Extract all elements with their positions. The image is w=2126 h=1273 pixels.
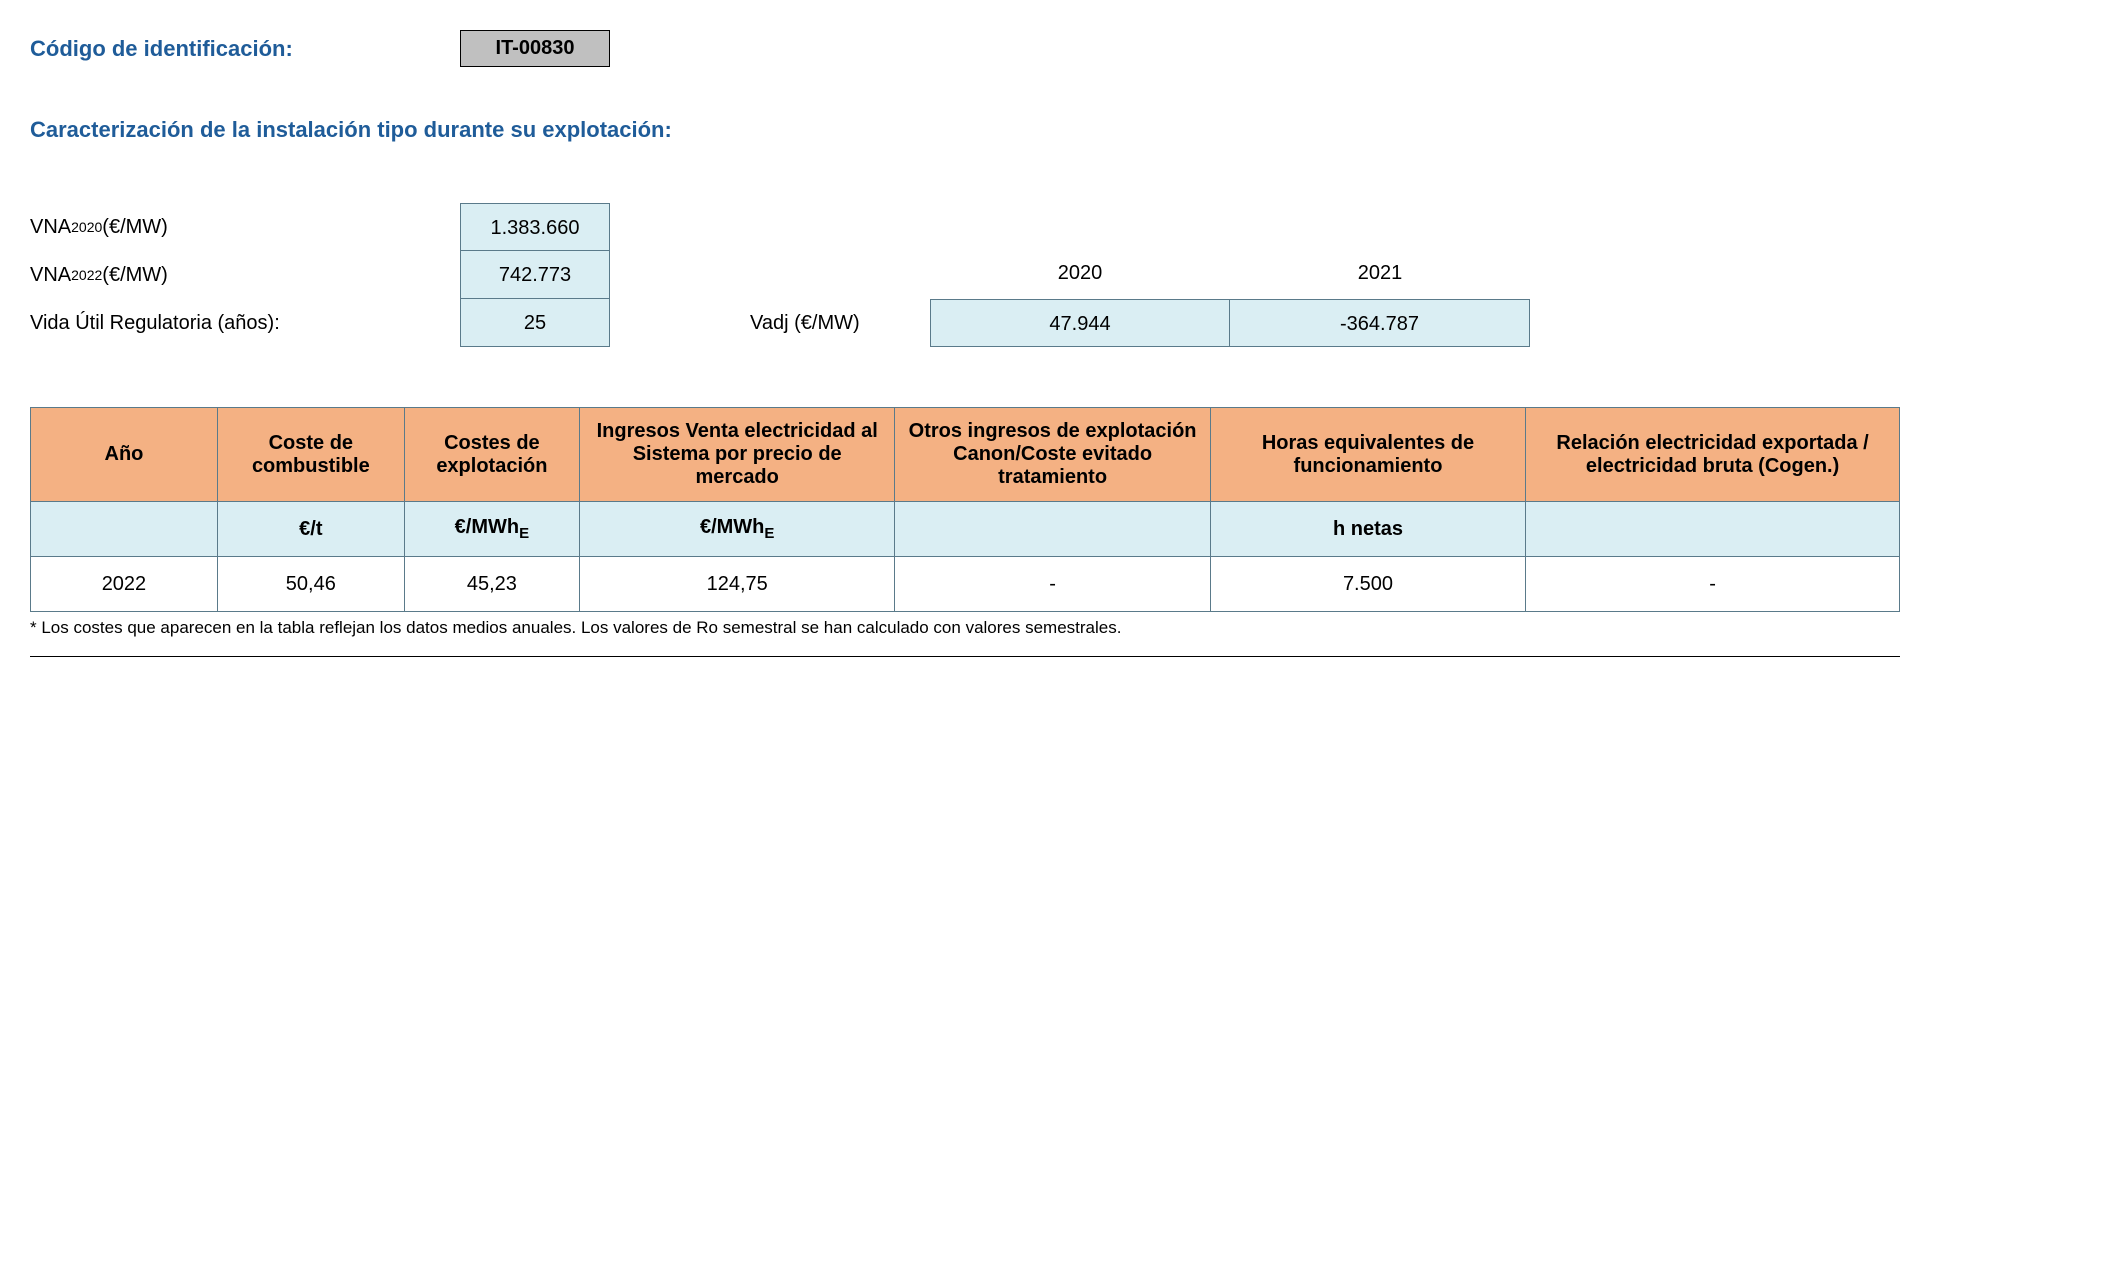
vadj-year-1: 2021 xyxy=(1230,262,1530,299)
table-header-cell: Año xyxy=(31,408,218,502)
table-cell: - xyxy=(895,557,1210,612)
table-unit-cell: €/MWhE xyxy=(580,502,895,557)
table-header-cell: Coste de combustible xyxy=(217,408,404,502)
table-cell: - xyxy=(1526,557,1900,612)
separator-line xyxy=(30,656,1900,657)
identification-header: Código de identificación: IT-00830 xyxy=(30,30,2096,67)
vida-label: Vida Útil Regulatoria (años): xyxy=(30,299,460,347)
footnote: * Los costes que aparecen en la tabla re… xyxy=(30,618,2096,638)
parameters-block: VNA2020 (€/MW) 1.383.660 VNA2022 (€/MW) … xyxy=(30,203,2096,347)
table-cell: 45,23 xyxy=(404,557,579,612)
vna-parameters: VNA2020 (€/MW) 1.383.660 VNA2022 (€/MW) … xyxy=(30,203,610,347)
table-unit-cell xyxy=(31,502,218,557)
vna2022-prefix: VNA xyxy=(30,264,71,287)
vadj-value-0: 47.944 xyxy=(930,299,1230,347)
vadj-value-1: -364.787 xyxy=(1230,299,1530,347)
table-unit-cell xyxy=(895,502,1210,557)
table-unit-cell: h netas xyxy=(1210,502,1525,557)
vna2022-sub: 2022 xyxy=(71,267,102,283)
table-cell: 50,46 xyxy=(217,557,404,612)
vna2022-label: VNA2022 (€/MW) xyxy=(30,251,460,299)
vna2020-label: VNA2020 (€/MW) xyxy=(30,203,460,251)
vadj-label: Vadj (€/MW) xyxy=(750,299,930,347)
table-header-cell: Costes de explotación xyxy=(404,408,579,502)
vida-value: 25 xyxy=(460,299,610,347)
table-cell: 7.500 xyxy=(1210,557,1525,612)
table-cell: 124,75 xyxy=(580,557,895,612)
vna2022-unit: (€/MW) xyxy=(102,264,168,287)
vna2022-value: 742.773 xyxy=(460,251,610,299)
vna2020-unit: (€/MW) xyxy=(102,216,168,239)
table-unit-cell: €/MWhE xyxy=(404,502,579,557)
vna2020-sub: 2020 xyxy=(71,219,102,235)
table-header-cell: Ingresos Venta electricidad al Sistema p… xyxy=(580,408,895,502)
vna2020-value: 1.383.660 xyxy=(460,203,610,251)
table-unit-cell: €/t xyxy=(217,502,404,557)
table-header-cell: Otros ingresos de explotación Canon/Cost… xyxy=(895,408,1210,502)
identification-label: Código de identificación: xyxy=(30,36,460,62)
vna2020-prefix: VNA xyxy=(30,216,71,239)
table-header-cell: Horas equivalentes de funcionamiento xyxy=(1210,408,1525,502)
table-units-row: €/t€/MWhE€/MWhEh netas xyxy=(31,502,1900,557)
table-header-row: AñoCoste de combustibleCostes de explota… xyxy=(31,408,1900,502)
table-unit-cell xyxy=(1526,502,1900,557)
vadj-year-0: 2020 xyxy=(930,262,1230,299)
identification-code: IT-00830 xyxy=(460,30,610,67)
table-cell: 2022 xyxy=(31,557,218,612)
section-title: Caracterización de la instalación tipo d… xyxy=(30,117,2096,143)
table-header-cell: Relación electricidad exportada / electr… xyxy=(1526,408,1900,502)
table-row: 202250,4645,23124,75-7.500- xyxy=(31,557,1900,612)
main-table: AñoCoste de combustibleCostes de explota… xyxy=(30,407,1900,612)
vadj-block: 2020 2021 Vadj (€/MW) 47.944 -364.787 xyxy=(750,262,1530,347)
